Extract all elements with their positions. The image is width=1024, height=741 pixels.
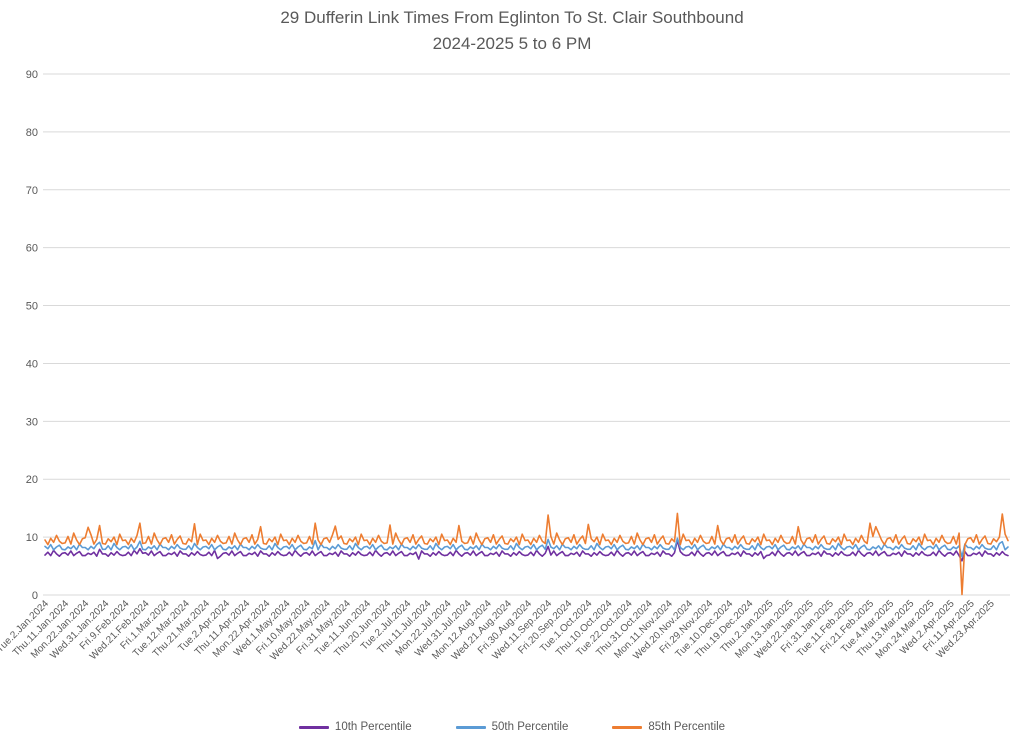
- legend-line-swatch-purple: [298, 725, 329, 729]
- legend-label-10th-percentile: 10th Percentile: [334, 721, 412, 733]
- legend-item-50th-percentile[interactable]: 50th Percentile: [455, 721, 569, 733]
- legend-line-swatch-blue: [455, 725, 486, 729]
- series-line-85th-percentile: [44, 512, 1009, 596]
- y-tick-label: 60: [26, 243, 38, 255]
- y-tick-label: 40: [26, 358, 38, 370]
- y-tick-label: 20: [26, 474, 38, 486]
- y-tick-label: 90: [26, 69, 38, 81]
- series-line-10th-percentile: [44, 539, 1009, 562]
- chart-legend: 10th Percentile 50th Percentile 85th Per…: [0, 721, 1024, 733]
- y-tick-label: 30: [26, 416, 38, 428]
- y-tick-label: 50: [26, 301, 38, 313]
- chart-title: 29 Dufferin Link Times From Eglinton To …: [280, 8, 744, 27]
- legend-label-50th-percentile: 50th Percentile: [491, 721, 569, 733]
- y-tick-label: 10: [26, 532, 38, 544]
- series-line-50th-percentile: [44, 537, 1009, 558]
- chart-subtitle: 2024-2025 5 to 6 PM: [432, 34, 592, 53]
- legend-item-85th-percentile[interactable]: 85th Percentile: [612, 721, 725, 733]
- y-tick-label: 80: [26, 127, 38, 139]
- legend-label-85th-percentile: 85th Percentile: [648, 721, 726, 733]
- y-tick-label: 0: [32, 590, 38, 602]
- y-tick-label: 70: [26, 185, 38, 197]
- legend-line-swatch-orange: [612, 725, 643, 729]
- legend-item-10th-percentile[interactable]: 10th Percentile: [298, 721, 412, 733]
- chart-title-block: 29 Dufferin Link Times From Eglinton To …: [0, 5, 1024, 57]
